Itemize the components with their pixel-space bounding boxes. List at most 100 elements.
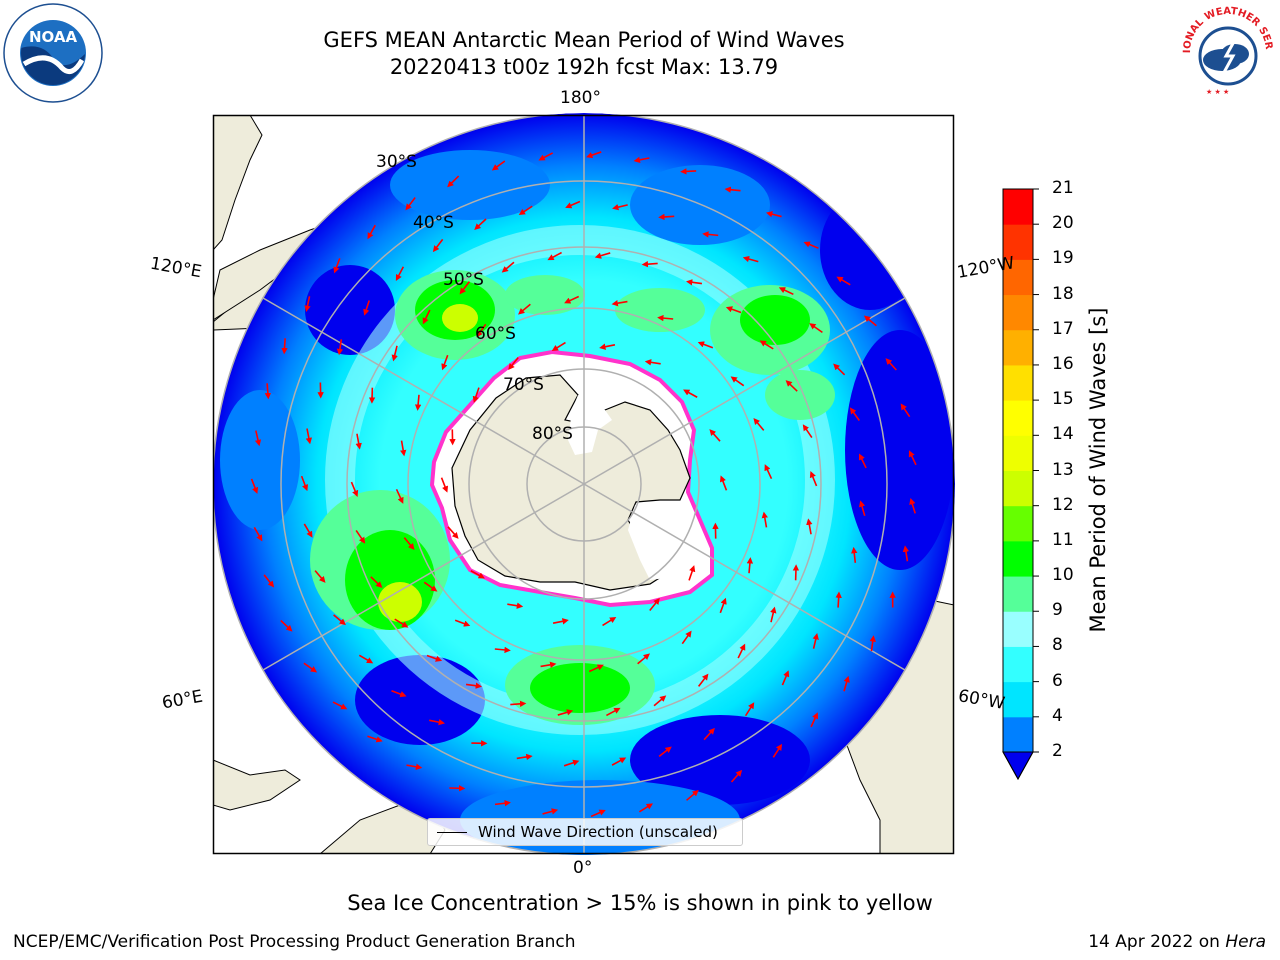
wave-direction-arrow bbox=[680, 168, 697, 175]
wave-direction-arrow bbox=[806, 518, 813, 535]
wave-direction-arrow bbox=[300, 475, 309, 492]
nws-logo: NATIONAL WEATHER SERVICE ★ ★ ★ bbox=[1176, 2, 1274, 100]
wave-direction-arrow bbox=[742, 255, 759, 263]
wave-direction-arrow bbox=[719, 597, 727, 614]
colorbar-segment bbox=[1003, 400, 1033, 436]
wave-direction-arrow bbox=[658, 213, 675, 221]
wave-direction-arrow bbox=[470, 570, 485, 579]
wave-direction-arrow bbox=[491, 160, 506, 171]
footer-date-text: 14 Apr 2022 on bbox=[1088, 932, 1226, 952]
wave-direction-arrow bbox=[909, 497, 916, 514]
wave-direction-arrow bbox=[355, 530, 366, 544]
colorbar-segment bbox=[1003, 716, 1033, 753]
lat-label-30s: 30°S bbox=[376, 152, 417, 172]
wave-direction-arrow bbox=[367, 224, 376, 240]
colorbar-border bbox=[1002, 188, 1034, 781]
wave-direction-arrow bbox=[611, 300, 628, 307]
wave-direction-arrow bbox=[394, 618, 409, 628]
colorbar-segment bbox=[1003, 681, 1033, 718]
wave-direction-arrow bbox=[809, 471, 818, 487]
wave-direction-arrow bbox=[254, 430, 262, 447]
wave-direction-arrow bbox=[902, 545, 910, 562]
wave-direction-arrow bbox=[772, 743, 783, 758]
wave-direction-arrow bbox=[590, 809, 606, 818]
wave-direction-arrow bbox=[447, 526, 459, 539]
wave-direction-arrow bbox=[653, 695, 667, 707]
colorbar-tick-label: 9 bbox=[1052, 600, 1063, 621]
colorbar-segment bbox=[1003, 294, 1033, 331]
footer-host: Hera bbox=[1225, 932, 1266, 952]
wave-direction-arrow bbox=[476, 323, 487, 338]
colorbar-under-extension bbox=[1002, 751, 1034, 781]
map-legend: Wind Wave Direction (unscaled) bbox=[427, 818, 743, 846]
wave-direction-arrow bbox=[594, 252, 611, 259]
wave-direction-arrow bbox=[391, 690, 407, 698]
noaa-logo: NOAA bbox=[3, 3, 103, 103]
wave-direction-arrow bbox=[367, 735, 383, 743]
lat-label-40s: 40°S bbox=[413, 213, 454, 233]
wave-direction-arrow bbox=[429, 718, 446, 726]
colorbar-segment bbox=[1003, 224, 1033, 260]
colorbar-tick-label: 17 bbox=[1052, 318, 1074, 339]
wave-direction-arrow bbox=[778, 287, 794, 296]
wave-direction-arrow bbox=[612, 204, 628, 211]
wave-direction-arrow bbox=[611, 757, 627, 766]
colorbar-segment bbox=[1003, 435, 1033, 471]
lat-label-70s: 70°S bbox=[503, 375, 544, 395]
wave-direction-arrow bbox=[843, 675, 850, 692]
wave-direction-arrow bbox=[863, 315, 877, 327]
wave-direction-arrow bbox=[686, 789, 699, 801]
wave-direction-arrow bbox=[422, 309, 431, 325]
lon-label-180: 180° bbox=[560, 88, 601, 108]
wave-direction-arrow bbox=[730, 769, 743, 783]
wave-direction-arrow bbox=[305, 428, 313, 445]
wave-direction-arrow bbox=[724, 186, 741, 193]
wave-direction-arrow bbox=[812, 633, 819, 649]
wave-direction-arrow bbox=[644, 359, 661, 366]
colorbar-tick-label: 21 bbox=[1052, 178, 1074, 198]
wave-direction-arrow bbox=[391, 345, 398, 362]
wave-direction-arrow bbox=[363, 300, 370, 316]
wave-direction-arrow bbox=[547, 251, 562, 261]
colorbar-segment bbox=[1003, 189, 1033, 225]
wave-direction-arrow bbox=[836, 276, 851, 286]
wave-direction-arrow bbox=[494, 646, 511, 654]
wave-direction-arrow bbox=[657, 314, 674, 322]
graticule bbox=[213, 115, 954, 854]
svg-text:NOAA: NOAA bbox=[29, 28, 78, 46]
wave-direction-arrow bbox=[414, 394, 422, 411]
wave-direction-arrow bbox=[423, 581, 438, 592]
colorbar-tick-label: 14 bbox=[1052, 424, 1074, 445]
wave-direction-arrow bbox=[744, 702, 755, 717]
wave-direction-arrow bbox=[557, 709, 574, 716]
wave-direction-arrow bbox=[633, 156, 650, 163]
wave-direction-arrow bbox=[809, 323, 823, 334]
wave-direction-arrow bbox=[746, 557, 754, 574]
wave-direction-arrow bbox=[538, 152, 554, 161]
lat-label-50s: 50°S bbox=[443, 270, 484, 290]
legend-label: Wind Wave Direction (unscaled) bbox=[478, 823, 718, 841]
wave-direction-arrow bbox=[638, 803, 654, 813]
wave-direction-arrow bbox=[510, 700, 527, 708]
wave-direction-arrow bbox=[802, 424, 813, 438]
colorbar bbox=[1002, 188, 1039, 781]
wave-direction-arrow bbox=[507, 602, 524, 609]
wave-direction-arrow bbox=[333, 614, 346, 626]
footer-date: 14 Apr 2022 on Hera bbox=[1088, 932, 1266, 952]
wave-direction-arrow bbox=[501, 261, 515, 273]
wave-direction-arrow bbox=[395, 488, 404, 504]
lat-label-60s: 60°S bbox=[475, 324, 516, 344]
wave-direction-arrow bbox=[764, 464, 773, 480]
wave-direction-arrow bbox=[885, 358, 897, 371]
wave-direction-arrow bbox=[851, 546, 858, 563]
wave-direction-arrow bbox=[454, 619, 471, 627]
wave-direction-arrow bbox=[688, 565, 696, 581]
wave-direction-arrow bbox=[709, 429, 721, 442]
colorbar-segment bbox=[1003, 329, 1033, 366]
colorbar-tick-label: 18 bbox=[1052, 283, 1074, 304]
wave-direction-arrow bbox=[641, 260, 658, 268]
colorbar-segment bbox=[1003, 611, 1033, 647]
colorbar-segment bbox=[1003, 259, 1033, 296]
wave-direction-arrow bbox=[785, 380, 798, 392]
wave-direction-arrow bbox=[264, 383, 272, 400]
